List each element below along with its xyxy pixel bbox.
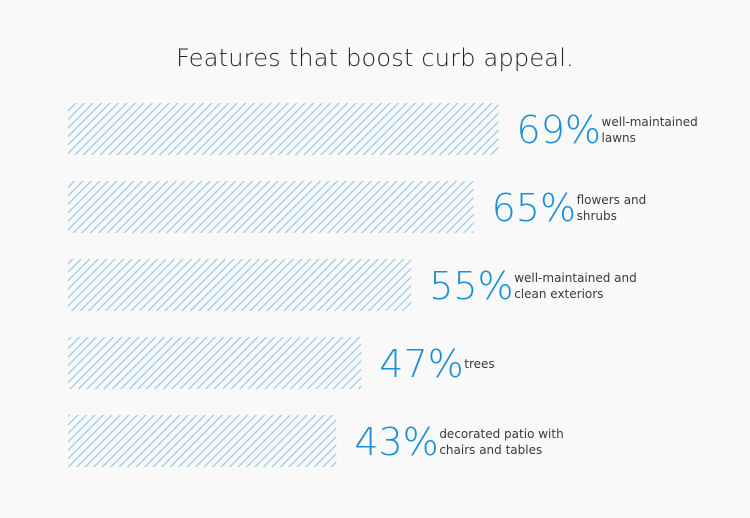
category-label-4-line-0: decorated patio with: [439, 427, 563, 441]
chart-title: Features that boost curb appeal.: [176, 44, 574, 72]
value-label-1: 65%: [492, 186, 576, 230]
value-label-4: 43%: [354, 420, 438, 464]
category-label-1-line-0: flowers and: [577, 193, 647, 207]
bar-4: [68, 415, 337, 467]
category-label-2-line-0: well-maintained and: [514, 271, 637, 285]
value-label-3: 47%: [379, 342, 463, 386]
category-label-2-line-1: clean exteriors: [514, 287, 603, 301]
value-label-2: 55%: [429, 264, 513, 308]
category-label-0-line-1: lawns: [602, 131, 636, 145]
category-label-1-line-1: shrubs: [577, 209, 617, 223]
category-label-4-line-1: chairs and tables: [439, 443, 542, 457]
bar-3: [68, 337, 362, 389]
bar-0: [68, 103, 499, 155]
bar-1: [68, 181, 474, 233]
category-label-3-line-0: trees: [464, 357, 494, 371]
bar-2: [68, 259, 412, 311]
value-label-0: 69%: [517, 108, 601, 152]
category-label-0-line-0: well-maintained: [602, 115, 698, 129]
